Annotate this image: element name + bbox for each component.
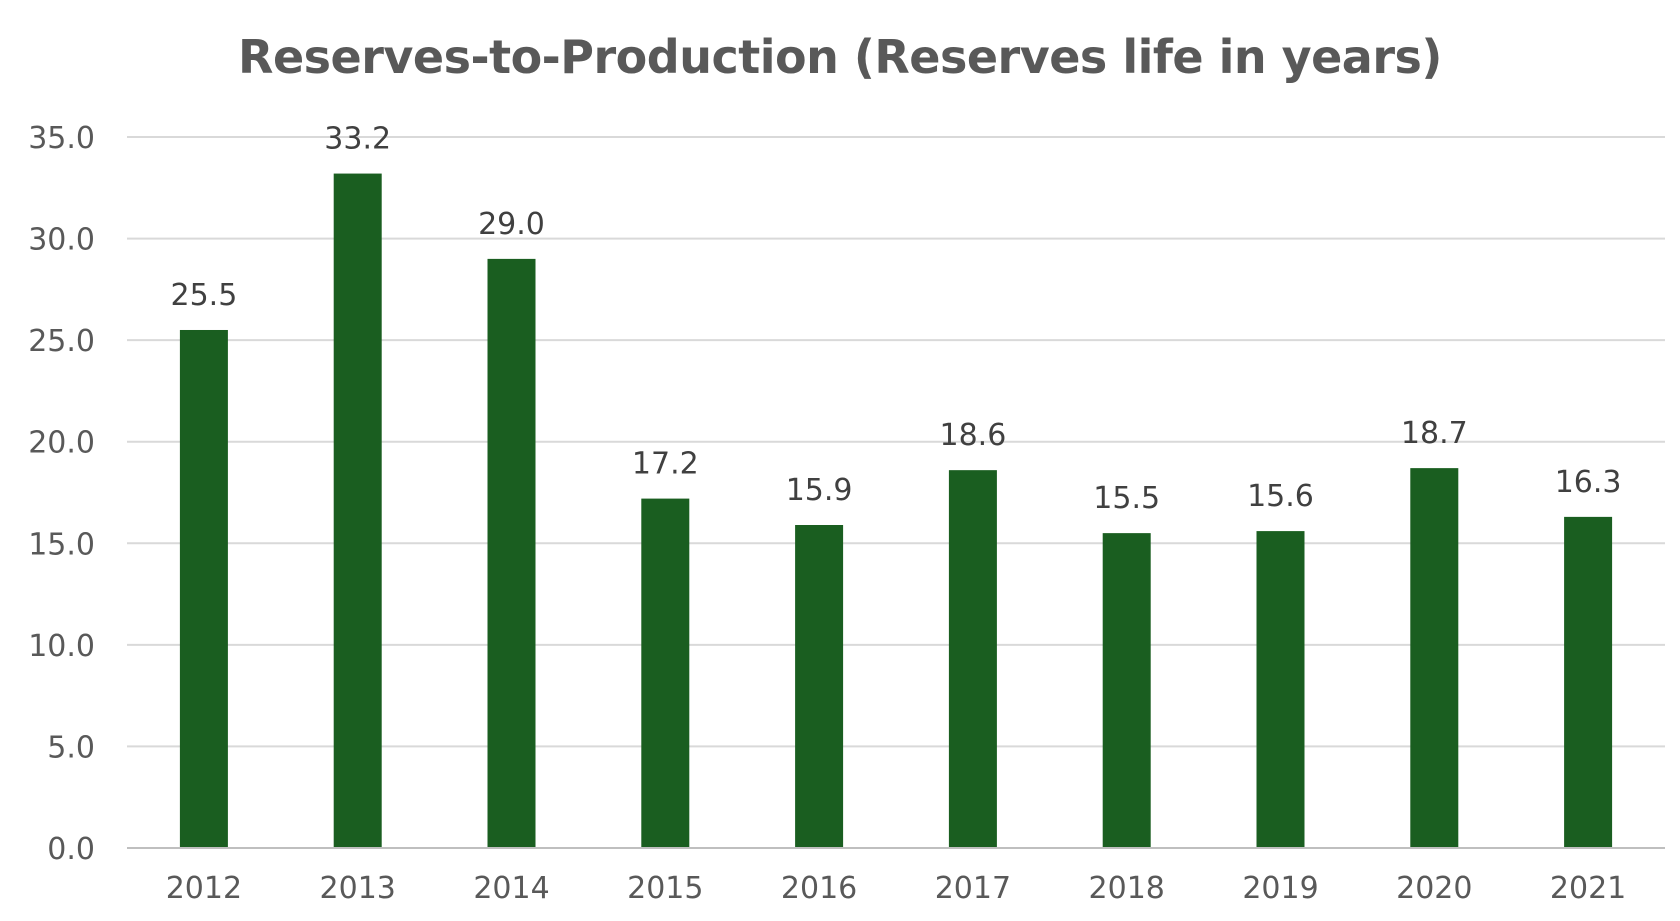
chart-title: Reserves-to-Production (Reserves life in… [238, 30, 1442, 84]
bar [948, 470, 997, 848]
data-label: 25.5 [171, 278, 238, 313]
y-axis: 0.0 5.0 10.0 15.0 20.0 25.0 30.0 35.0 [28, 121, 95, 867]
y-tick-label: 25.0 [28, 324, 95, 359]
x-tick-label: 2015 [627, 871, 703, 906]
bar [1410, 468, 1459, 848]
x-tick-label: 2021 [1550, 871, 1626, 906]
data-label: 15.6 [1247, 479, 1314, 514]
data-label: 15.5 [1093, 481, 1160, 516]
bar [179, 329, 228, 848]
y-tick-label: 5.0 [47, 730, 95, 765]
y-tick-label: 35.0 [28, 121, 95, 156]
bar [487, 258, 536, 848]
x-tick-label: 2014 [473, 871, 549, 906]
bars [179, 173, 1613, 848]
bar [1564, 516, 1613, 848]
y-tick-label: 10.0 [28, 629, 95, 664]
x-tick-label: 2012 [166, 871, 242, 906]
x-tick-label: 2020 [1396, 871, 1472, 906]
data-labels: 25.5 33.2 29.0 17.2 15.9 18.6 15.5 15.6 18.7 16.3 [171, 122, 1622, 517]
x-tick-label: 2019 [1242, 871, 1318, 906]
x-tick-label: 2018 [1089, 871, 1165, 906]
bar [795, 525, 844, 848]
data-label: 29.0 [478, 207, 545, 242]
y-tick-label: 20.0 [28, 426, 95, 461]
data-label: 18.6 [940, 418, 1007, 453]
x-tick-label: 2013 [320, 871, 396, 906]
y-tick-label: 0.0 [47, 832, 95, 867]
data-label: 33.2 [324, 122, 391, 157]
x-tick-label: 2017 [935, 871, 1011, 906]
bar [333, 173, 382, 848]
data-label: 18.7 [1401, 416, 1468, 451]
bar [1256, 531, 1305, 848]
bar [1102, 533, 1151, 848]
data-label: 15.9 [786, 473, 853, 508]
y-tick-label: 15.0 [28, 527, 95, 562]
y-tick-label: 30.0 [28, 223, 95, 258]
x-tick-label: 2016 [781, 871, 857, 906]
data-label: 16.3 [1555, 465, 1622, 500]
data-label: 17.2 [632, 447, 699, 482]
x-axis: 2012 2013 2014 2015 2016 2017 2018 2019 2020 2021 [127, 847, 1665, 906]
bar [641, 498, 690, 848]
